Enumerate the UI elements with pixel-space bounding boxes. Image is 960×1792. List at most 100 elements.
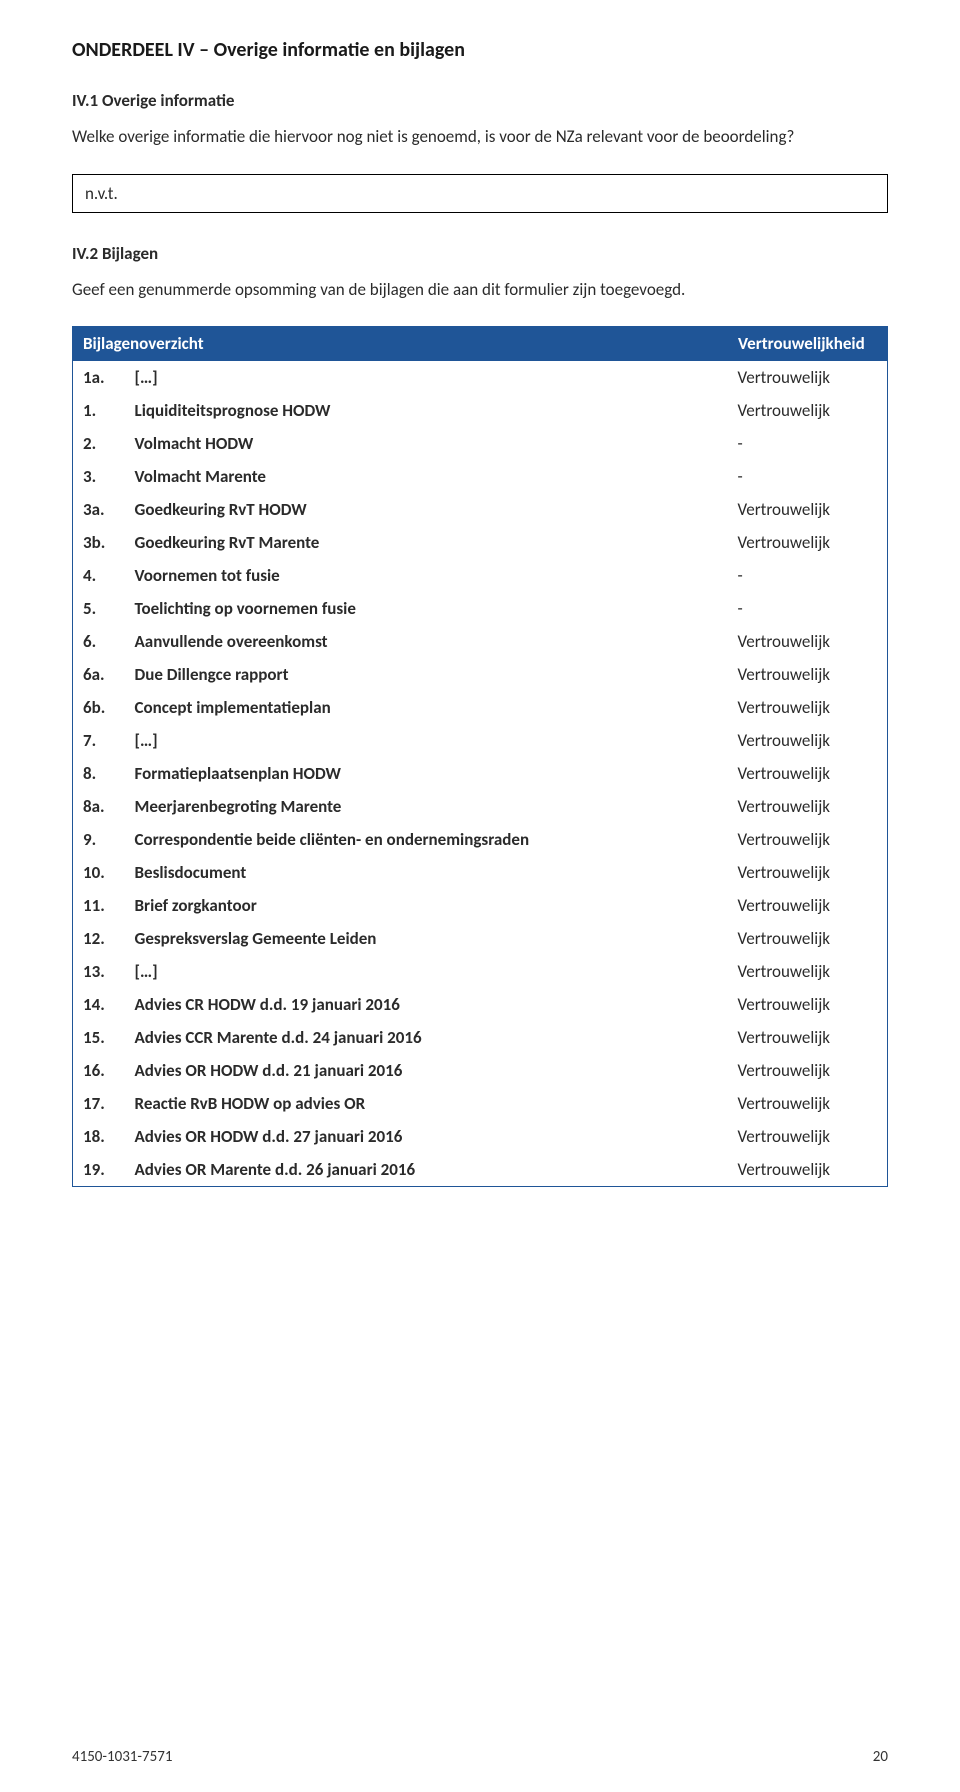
table-row: 18.Advies OR HODW d.d. 27 januari 2016Ve… bbox=[73, 1120, 888, 1153]
row-confidentiality: Vertrouwelijk bbox=[728, 889, 888, 922]
row-number: 10. bbox=[73, 856, 125, 889]
row-number: 6b. bbox=[73, 691, 125, 724]
table-row: 1.Liquiditeitsprognose HODWVertrouwelijk bbox=[73, 394, 888, 427]
row-label: Volmacht Marente bbox=[125, 460, 728, 493]
row-confidentiality: Vertrouwelijk bbox=[728, 1087, 888, 1120]
table-row: 6.Aanvullende overeenkomstVertrouwelijk bbox=[73, 625, 888, 658]
table-row: 17.Reactie RvB HODW op advies ORVertrouw… bbox=[73, 1087, 888, 1120]
row-number: 1a. bbox=[73, 361, 125, 395]
footer-page-number: 20 bbox=[873, 1748, 888, 1766]
row-label: Brief zorgkantoor bbox=[125, 889, 728, 922]
table-row: 1a.[…]Vertrouwelijk bbox=[73, 361, 888, 395]
table-row: 11.Brief zorgkantoorVertrouwelijk bbox=[73, 889, 888, 922]
row-label: Due Dillengce rapport bbox=[125, 658, 728, 691]
row-confidentiality: - bbox=[728, 427, 888, 460]
row-label: Advies CCR Marente d.d. 24 januari 2016 bbox=[125, 1021, 728, 1054]
table-row: 8.Formatieplaatsenplan HODWVertrouwelijk bbox=[73, 757, 888, 790]
row-number: 3a. bbox=[73, 493, 125, 526]
row-confidentiality: - bbox=[728, 460, 888, 493]
table-row: 15.Advies CCR Marente d.d. 24 januari 20… bbox=[73, 1021, 888, 1054]
table-row: 12.Gespreksverslag Gemeente LeidenVertro… bbox=[73, 922, 888, 955]
row-label: Goedkeuring RvT Marente bbox=[125, 526, 728, 559]
row-number: 8a. bbox=[73, 790, 125, 823]
attachments-table: Bijlagenoverzicht Vertrouwelijkheid 1a.[… bbox=[72, 326, 888, 1187]
row-number: 16. bbox=[73, 1054, 125, 1087]
row-confidentiality: Vertrouwelijk bbox=[728, 823, 888, 856]
row-label: Meerjarenbegroting Marente bbox=[125, 790, 728, 823]
row-number: 19. bbox=[73, 1153, 125, 1187]
table-row: 19.Advies OR Marente d.d. 26 januari 201… bbox=[73, 1153, 888, 1187]
row-number: 18. bbox=[73, 1120, 125, 1153]
table-row: 16.Advies OR HODW d.d. 21 januari 2016Ve… bbox=[73, 1054, 888, 1087]
subsection-title: IV.2 Bijlagen bbox=[72, 243, 888, 264]
table-row: 9.Correspondentie beide cliënten- en ond… bbox=[73, 823, 888, 856]
row-confidentiality: Vertrouwelijk bbox=[728, 625, 888, 658]
row-label: Liquiditeitsprognose HODW bbox=[125, 394, 728, 427]
row-label: […] bbox=[125, 361, 728, 395]
row-number: 5. bbox=[73, 592, 125, 625]
row-label: Volmacht HODW bbox=[125, 427, 728, 460]
row-label: Formatieplaatsenplan HODW bbox=[125, 757, 728, 790]
page-footer: 4150-1031-7571 20 bbox=[72, 1748, 888, 1766]
row-number: 2. bbox=[73, 427, 125, 460]
row-label: Concept implementatieplan bbox=[125, 691, 728, 724]
document-page: ONDERDEEL IV – Overige informatie en bij… bbox=[0, 0, 960, 1792]
table-row: 4.Voornemen tot fusie- bbox=[73, 559, 888, 592]
row-confidentiality: Vertrouwelijk bbox=[728, 394, 888, 427]
footer-doc-id: 4150-1031-7571 bbox=[72, 1748, 172, 1766]
row-label: Advies OR HODW d.d. 21 januari 2016 bbox=[125, 1054, 728, 1087]
row-confidentiality: Vertrouwelijk bbox=[728, 1120, 888, 1153]
row-label: Toelichting op voornemen fusie bbox=[125, 592, 728, 625]
row-number: 3b. bbox=[73, 526, 125, 559]
table-row: 5.Toelichting op voornemen fusie- bbox=[73, 592, 888, 625]
row-confidentiality: Vertrouwelijk bbox=[728, 361, 888, 395]
row-confidentiality: Vertrouwelijk bbox=[728, 1153, 888, 1187]
subsection-text: Geef een genummerde opsomming van de bij… bbox=[72, 278, 888, 303]
row-number: 3. bbox=[73, 460, 125, 493]
row-number: 13. bbox=[73, 955, 125, 988]
row-confidentiality: Vertrouwelijk bbox=[728, 790, 888, 823]
row-confidentiality: Vertrouwelijk bbox=[728, 856, 888, 889]
row-number: 11. bbox=[73, 889, 125, 922]
row-number: 8. bbox=[73, 757, 125, 790]
row-number: 9. bbox=[73, 823, 125, 856]
subsection-text: Welke overige informatie die hiervoor no… bbox=[72, 125, 888, 150]
table-row: 6a.Due Dillengce rapportVertrouwelijk bbox=[73, 658, 888, 691]
row-confidentiality: Vertrouwelijk bbox=[728, 691, 888, 724]
row-confidentiality: Vertrouwelijk bbox=[728, 922, 888, 955]
row-confidentiality: Vertrouwelijk bbox=[728, 493, 888, 526]
table-row: 2.Volmacht HODW- bbox=[73, 427, 888, 460]
row-confidentiality: Vertrouwelijk bbox=[728, 757, 888, 790]
table-header-right: Vertrouwelijkheid bbox=[728, 327, 888, 361]
row-confidentiality: - bbox=[728, 592, 888, 625]
row-label: […] bbox=[125, 955, 728, 988]
table-row: 3.Volmacht Marente- bbox=[73, 460, 888, 493]
table-row: 14.Advies CR HODW d.d. 19 januari 2016Ve… bbox=[73, 988, 888, 1021]
table-row: 10.BeslisdocumentVertrouwelijk bbox=[73, 856, 888, 889]
row-label: Reactie RvB HODW op advies OR bbox=[125, 1087, 728, 1120]
table-row: 8a.Meerjarenbegroting MarenteVertrouweli… bbox=[73, 790, 888, 823]
row-confidentiality: Vertrouwelijk bbox=[728, 1054, 888, 1087]
row-confidentiality: Vertrouwelijk bbox=[728, 988, 888, 1021]
row-confidentiality: Vertrouwelijk bbox=[728, 658, 888, 691]
row-label: Voornemen tot fusie bbox=[125, 559, 728, 592]
table-row: 3b.Goedkeuring RvT MarenteVertrouwelijk bbox=[73, 526, 888, 559]
row-label: […] bbox=[125, 724, 728, 757]
row-number: 4. bbox=[73, 559, 125, 592]
section-title: ONDERDEEL IV – Overige informatie en bij… bbox=[72, 38, 888, 62]
row-number: 7. bbox=[73, 724, 125, 757]
row-number: 1. bbox=[73, 394, 125, 427]
row-confidentiality: Vertrouwelijk bbox=[728, 1021, 888, 1054]
row-label: Goedkeuring RvT HODW bbox=[125, 493, 728, 526]
row-number: 15. bbox=[73, 1021, 125, 1054]
row-confidentiality: Vertrouwelijk bbox=[728, 526, 888, 559]
row-label: Correspondentie beide cliënten- en onder… bbox=[125, 823, 728, 856]
answer-box: n.v.t. bbox=[72, 174, 888, 213]
table-row: 13.[…]Vertrouwelijk bbox=[73, 955, 888, 988]
row-number: 12. bbox=[73, 922, 125, 955]
row-label: Beslisdocument bbox=[125, 856, 728, 889]
table-row: 6b.Concept implementatieplanVertrouwelij… bbox=[73, 691, 888, 724]
row-number: 6a. bbox=[73, 658, 125, 691]
row-confidentiality: Vertrouwelijk bbox=[728, 724, 888, 757]
row-label: Advies CR HODW d.d. 19 januari 2016 bbox=[125, 988, 728, 1021]
